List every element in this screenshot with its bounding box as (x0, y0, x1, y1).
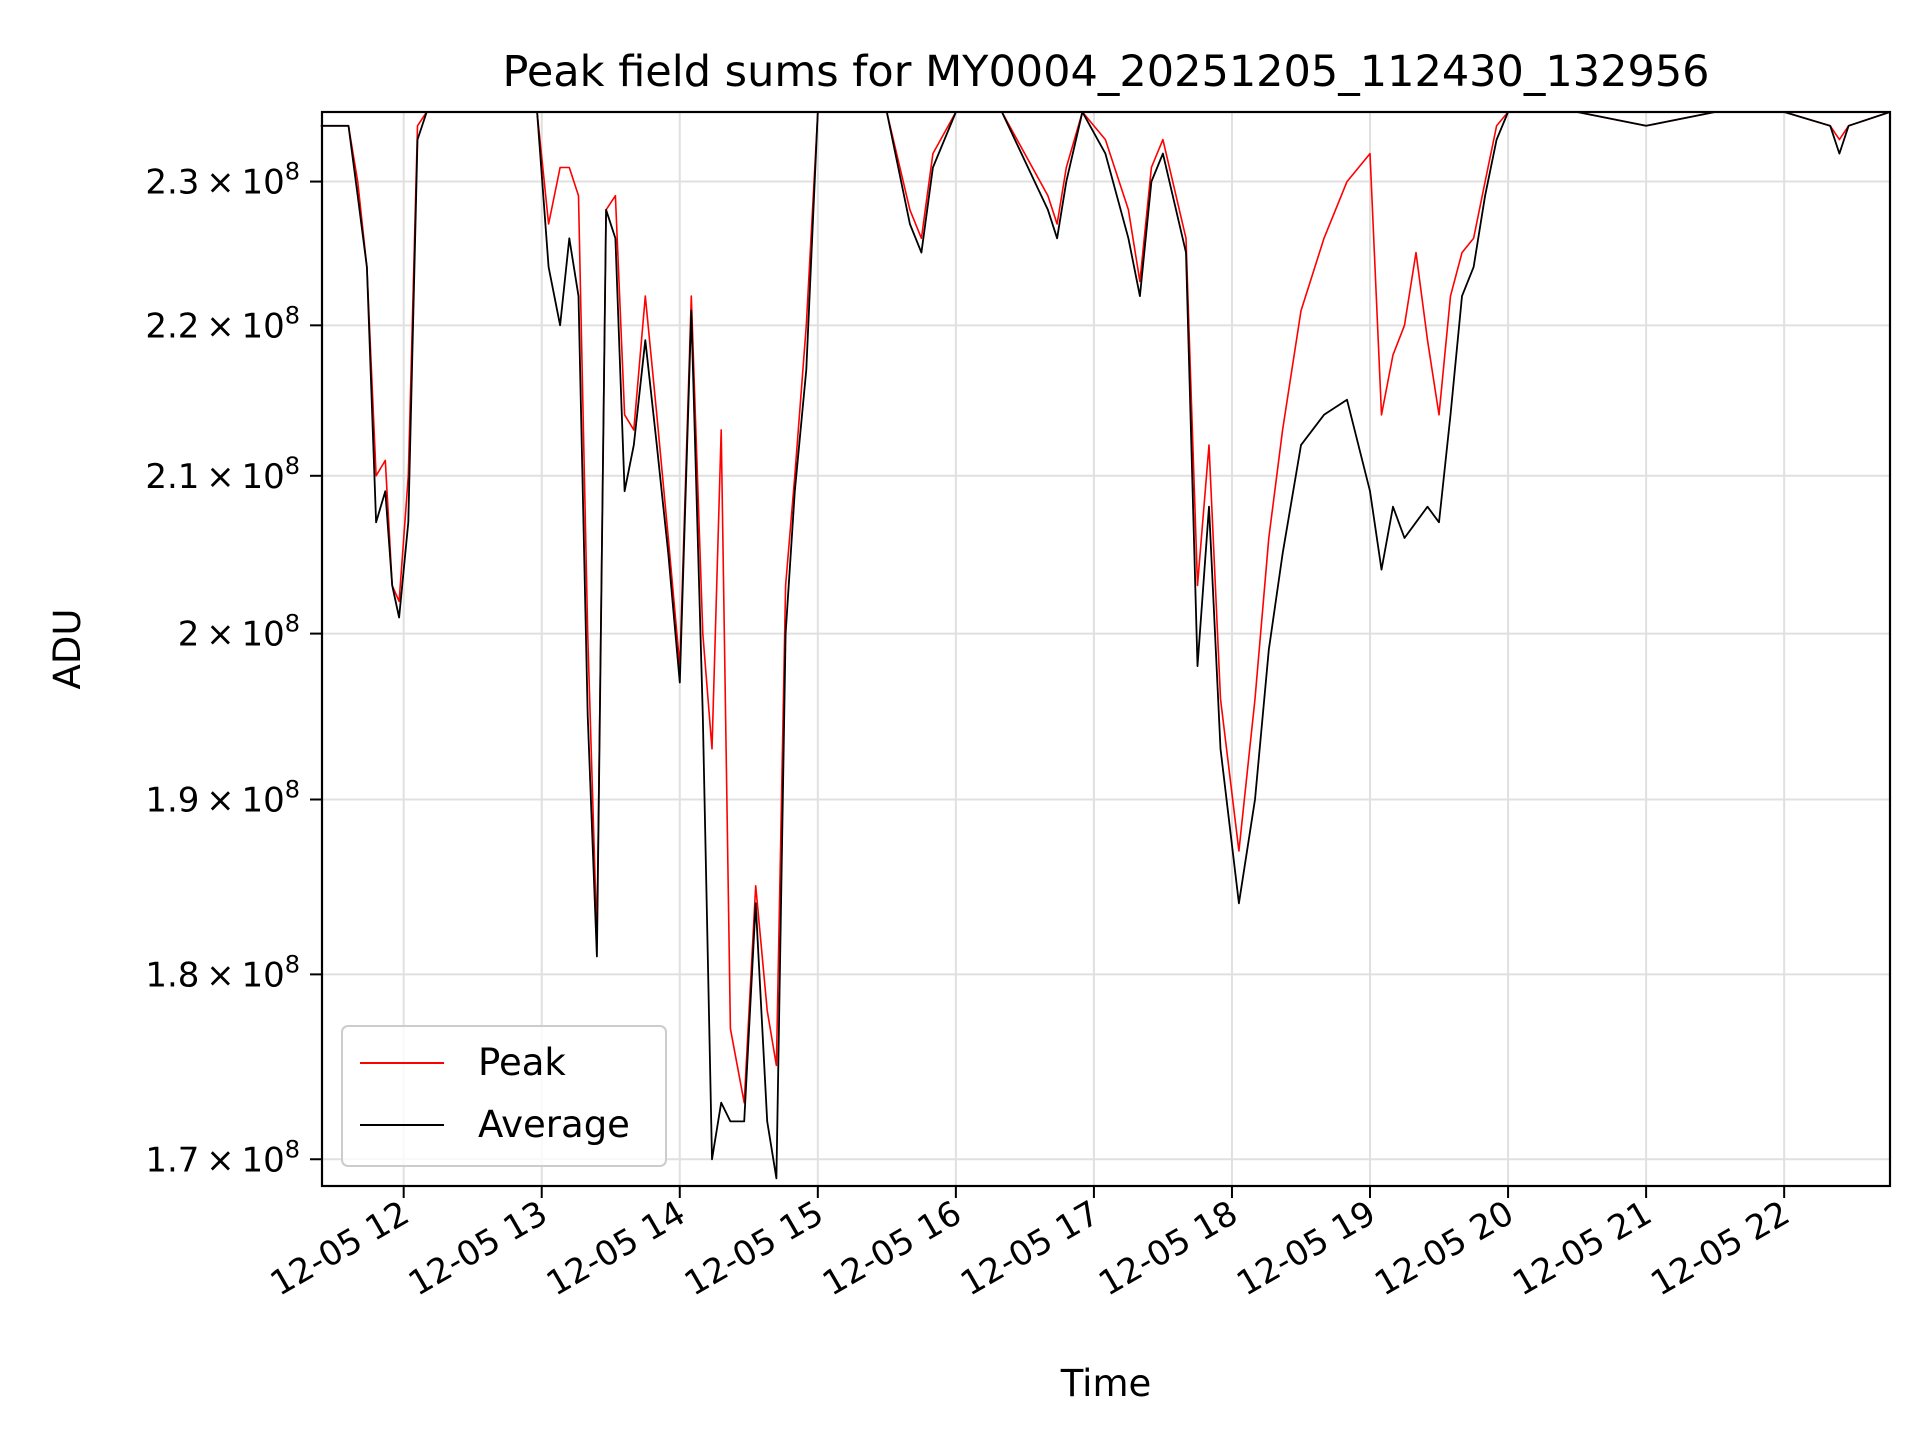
y-tick-label: 2.2 × 108 (145, 301, 300, 346)
plot-frame (320, 110, 1892, 1188)
legend-box (341, 1025, 667, 1167)
y-tick-label: 2 × 108 (178, 610, 300, 655)
series-lines (320, 111, 1891, 1180)
y-tick-label: 1.9 × 108 (145, 776, 300, 821)
legend-label-peak: Peak (478, 1041, 566, 1084)
y-tick-label: 2.3 × 108 (145, 158, 300, 203)
series-line-peak (320, 111, 1891, 1104)
legend: Peak Average (341, 1025, 667, 1167)
chart-title: Peak field sums for MY0004_20251205_1124… (502, 47, 1709, 97)
y-axis-label: ADU (46, 609, 89, 690)
series-line-average (320, 111, 1891, 1180)
y-tick-label: 1.7 × 108 (145, 1135, 300, 1180)
legend-label-average: Average (478, 1103, 630, 1146)
x-axis-label: Time (1060, 1362, 1152, 1405)
y-tick-label: 2.1 × 108 (145, 452, 300, 497)
y-tick-label: 1.8 × 108 (145, 950, 300, 995)
